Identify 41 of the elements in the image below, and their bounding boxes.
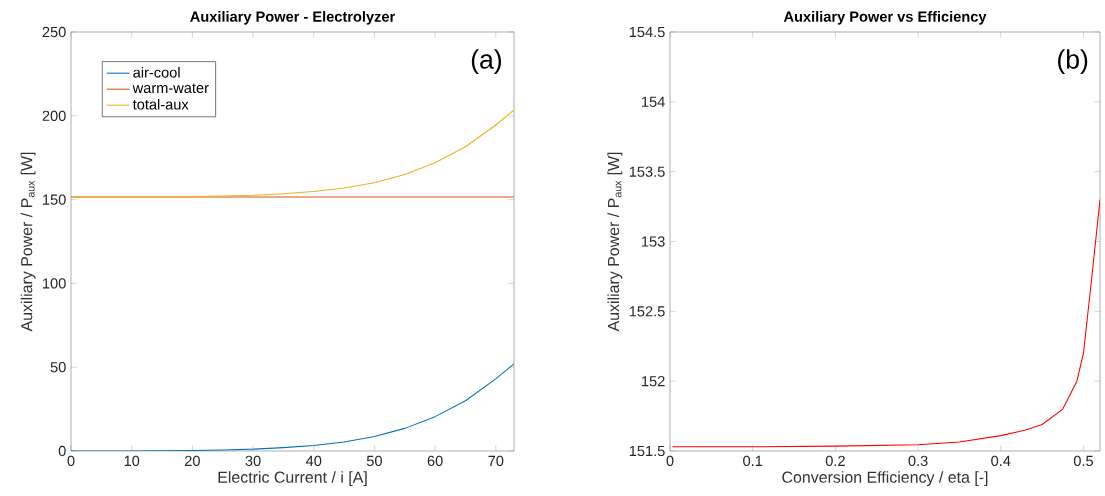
annotation: (b) — [1058, 49, 1088, 75]
y-axis-title: Auxiliary Power / P$_{aux}$ [W] — [20, 152, 36, 332]
x-tick-label: 50 — [366, 455, 382, 467]
legend-label: total-aux — [132, 98, 189, 110]
y-tick-label: 154 — [642, 96, 665, 107]
x-tick-label: 0.3 — [908, 455, 928, 467]
y-tick-label: 151.5 — [629, 445, 665, 457]
y-tick-label: 0 — [58, 445, 66, 457]
x-tick-label: 0.4 — [991, 455, 1011, 467]
x-tick-label: 30 — [245, 455, 261, 467]
y-tick-label: 100 — [43, 278, 66, 289]
x-tick-label: 20 — [184, 455, 200, 467]
x-axis-title: Electric Current / i [A] — [218, 471, 367, 487]
y-tick-label: 153.5 — [629, 166, 665, 177]
legend-label: air-cool — [133, 66, 180, 78]
y-tick-label: 153 — [642, 236, 665, 247]
x-tick-label: 60 — [427, 455, 443, 467]
line-series — [671, 199, 1101, 448]
y-tick-label: 50 — [50, 362, 66, 373]
y-tick-label: 154.5 — [629, 26, 665, 38]
line-series — [71, 363, 514, 451]
x-axis-title: Conversion Efficiency / eta [-] — [782, 471, 988, 487]
y-tick-label: 200 — [42, 110, 66, 121]
legend-label: warm-water — [132, 83, 209, 94]
y-tick-label: 152 — [642, 376, 665, 387]
x-tick-label: 0.1 — [743, 455, 763, 467]
annotation: (a) — [471, 49, 502, 75]
line-series — [71, 109, 514, 198]
x-tick-label: 0.5 — [1073, 455, 1094, 467]
chart-title: Auxiliary Power - Electrolyzer — [190, 11, 395, 25]
chart-title: Auxiliary Power vs Efficiency — [783, 11, 987, 25]
x-tick-label: 0 — [67, 455, 75, 467]
x-tick-label: 0 — [666, 455, 674, 467]
x-tick-label: 40 — [305, 455, 322, 467]
y-axis-title: Auxiliary Power / P$_{aux}$ [W] — [607, 152, 623, 332]
x-tick-label: 10 — [124, 455, 140, 467]
y-tick-label: 152.5 — [629, 306, 665, 317]
y-tick-label: 250 — [42, 26, 66, 38]
y-tick-label: 150 — [43, 194, 66, 205]
x-tick-label: 0.2 — [825, 455, 845, 467]
x-tick-label: 70 — [488, 455, 504, 467]
